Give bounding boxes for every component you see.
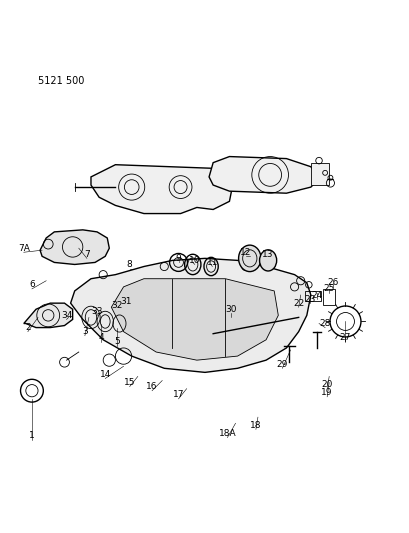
Polygon shape xyxy=(209,157,318,193)
Text: 32: 32 xyxy=(112,301,123,310)
Text: 16: 16 xyxy=(146,382,157,391)
Text: 7A: 7A xyxy=(18,244,29,253)
Text: 20: 20 xyxy=(321,380,332,389)
Text: 19: 19 xyxy=(321,388,332,397)
Text: 9: 9 xyxy=(175,254,181,263)
Text: 29: 29 xyxy=(276,360,288,369)
Text: 14: 14 xyxy=(99,370,111,379)
Text: 3: 3 xyxy=(82,327,88,336)
Polygon shape xyxy=(91,165,233,214)
Ellipse shape xyxy=(259,250,276,271)
Text: 8: 8 xyxy=(126,260,132,269)
Text: 18: 18 xyxy=(249,421,261,430)
Text: 24: 24 xyxy=(310,290,322,300)
Text: 4: 4 xyxy=(98,333,104,342)
Text: 11: 11 xyxy=(206,258,218,267)
Bar xyxy=(310,163,328,185)
Text: 1: 1 xyxy=(29,431,35,440)
Polygon shape xyxy=(111,279,278,360)
Text: 28: 28 xyxy=(319,319,330,328)
Text: 30: 30 xyxy=(225,305,237,314)
Text: 18A: 18A xyxy=(218,429,236,438)
Polygon shape xyxy=(24,303,72,328)
Text: 6: 6 xyxy=(29,280,35,289)
Text: 10: 10 xyxy=(189,256,200,265)
Text: 13: 13 xyxy=(262,250,273,259)
Ellipse shape xyxy=(238,245,261,272)
Text: 27: 27 xyxy=(339,333,351,342)
Text: 5121 500: 5121 500 xyxy=(38,76,84,86)
Text: 34: 34 xyxy=(61,311,72,320)
Text: 33: 33 xyxy=(91,307,103,316)
Text: 26: 26 xyxy=(327,278,338,287)
Text: 2: 2 xyxy=(25,323,31,332)
Text: 25: 25 xyxy=(323,285,334,293)
Text: 12: 12 xyxy=(239,248,251,257)
Text: 7: 7 xyxy=(84,250,90,259)
Text: 31: 31 xyxy=(119,296,131,305)
Text: 22: 22 xyxy=(292,298,303,308)
Text: 17: 17 xyxy=(172,390,184,399)
Polygon shape xyxy=(40,230,109,264)
Text: 5: 5 xyxy=(114,337,120,346)
Text: 23: 23 xyxy=(303,295,315,304)
Polygon shape xyxy=(70,259,310,373)
Text: 15: 15 xyxy=(124,378,135,387)
